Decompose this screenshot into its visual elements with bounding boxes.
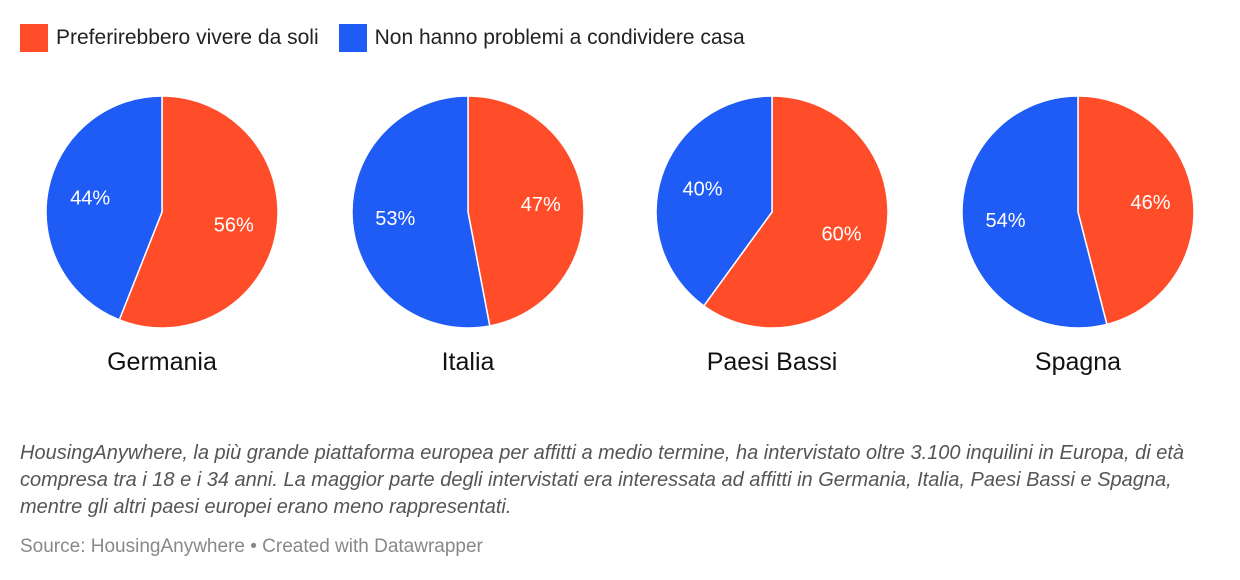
chart-source: Source: HousingAnywhere • Created with D… xyxy=(20,536,483,557)
slice-label-germania-1: 44% xyxy=(70,187,110,209)
pie-charts-grid: 56% 44% Germania 47% 53% Italia 60% 40% Pae… xyxy=(0,80,1240,400)
legend-label-vivere-da-soli: Preferirebbero vivere da soli xyxy=(56,26,319,49)
legend-label-condividere-casa: Non hanno problemi a condividere casa xyxy=(374,26,745,49)
slice-label-italia-0: 47% xyxy=(521,194,561,216)
legend-swatch-vivere-da-soli xyxy=(20,24,48,52)
pie-slice-paesi-bassi-0 xyxy=(702,95,889,329)
pie-svg-germania: 56% 44% xyxy=(45,95,279,329)
pie-slice-paesi-bassi-1 xyxy=(655,95,773,307)
chart-notes: HousingAnywhere, la più grande piattafor… xyxy=(20,442,1185,518)
chart-title-paesi-bassi: Paesi Bassi xyxy=(706,348,838,376)
chart-title-spagna: Spagna xyxy=(1034,348,1122,376)
slice-label-paesi-bassi-1: 40% xyxy=(682,178,722,200)
slice-label-spagna-1: 54% xyxy=(985,210,1025,232)
chart-legend: Preferirebbero vivere da soli Non hanno … xyxy=(20,24,765,52)
pie-chart-spagna: 46% 54% Spagna xyxy=(948,80,1208,400)
pie-slice-italia-0 xyxy=(467,95,585,327)
legend-item-vivere-da-soli: Preferirebbero vivere da soli xyxy=(20,24,319,52)
pie-slice-spagna-0 xyxy=(1077,95,1195,326)
legend-item-condividere-casa: Non hanno problemi a condividere casa xyxy=(338,24,745,52)
pie-svg-spagna: 46% 54% xyxy=(961,95,1195,329)
slice-label-italia-1: 53% xyxy=(375,208,415,230)
pie-svg-italia: 47% 53% xyxy=(351,95,585,329)
pie-slice-spagna-1 xyxy=(961,95,1108,329)
slice-label-spagna-0: 46% xyxy=(1130,192,1170,214)
legend-swatch-condividere-casa xyxy=(338,24,367,52)
pie-svg-paesi-bassi: 60% 40% xyxy=(655,95,889,329)
chart-title-italia: Italia xyxy=(441,348,495,376)
pie-chart-italia: 47% 53% Italia xyxy=(338,80,598,400)
pie-slice-germania-1 xyxy=(45,95,163,321)
pie-slice-germania-0 xyxy=(118,95,279,329)
pie-slice-italia-1 xyxy=(351,95,491,329)
chart-title-germania: Germania xyxy=(107,348,217,376)
slice-label-germania-0: 56% xyxy=(214,215,254,237)
slice-label-paesi-bassi-0: 60% xyxy=(821,224,861,246)
pie-chart-germania: 56% 44% Germania xyxy=(32,80,292,400)
pie-chart-paesi-bassi: 60% 40% Paesi Bassi xyxy=(642,80,902,400)
